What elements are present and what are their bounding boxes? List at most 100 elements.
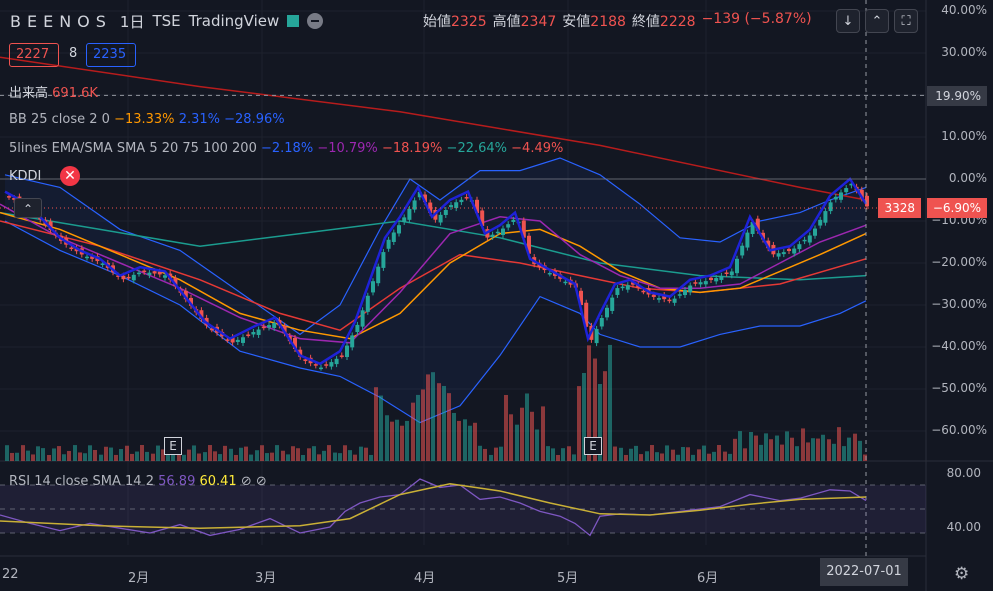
- candle-body: [365, 295, 370, 312]
- volume-bar: [135, 451, 139, 461]
- volume-bar: [634, 445, 638, 461]
- candle-body: [402, 217, 407, 222]
- volume-bar: [67, 450, 71, 461]
- volume-bar: [5, 445, 9, 461]
- candle-body: [90, 256, 95, 259]
- candle-body: [230, 337, 235, 343]
- hide-icon[interactable]: [307, 13, 324, 29]
- ask-price-box[interactable]: 2235: [86, 43, 136, 67]
- volume-bar: [478, 445, 482, 461]
- volume-bar: [286, 454, 290, 461]
- volume-bar: [36, 446, 40, 461]
- ema-sma-legend[interactable]: 5lines EMA/SMA SMA 5 20 75 100 200 −2.18…: [9, 141, 564, 156]
- bb-fill: [5, 158, 866, 423]
- volume-bar: [619, 447, 623, 461]
- volume-bar: [21, 445, 25, 461]
- candle-body: [225, 339, 230, 341]
- candle-body: [761, 232, 765, 240]
- candle-body: [397, 225, 401, 234]
- volume-bar: [525, 393, 529, 461]
- candle-body: [776, 253, 781, 257]
- bb-legend[interactable]: BB 25 close 2 0 −13.33% 2.31% −28.96%: [9, 112, 285, 127]
- time-axis-label: 4月: [414, 571, 436, 586]
- candle-body: [506, 224, 511, 228]
- volume-bar: [603, 371, 607, 461]
- volume-bar: [333, 452, 337, 461]
- candle-body: [163, 275, 167, 278]
- candle-body: [797, 244, 802, 250]
- fullscreen-icon[interactable]: ⛶: [894, 9, 918, 33]
- compare-symbol-legend[interactable]: KDDI: [9, 169, 42, 184]
- sma100-line: [0, 211, 867, 281]
- collapse-legend-icon[interactable]: ⌃: [14, 198, 42, 218]
- price-axis-label: 10.00%: [941, 129, 987, 143]
- volume-bar: [296, 448, 300, 461]
- volume-bar: [265, 453, 269, 461]
- volume-bar: [151, 453, 155, 461]
- candle-body: [438, 214, 443, 223]
- earnings-badge[interactable]: E: [584, 437, 602, 455]
- volume-bar: [650, 445, 654, 461]
- volume-bar: [717, 445, 721, 461]
- volume-bar: [353, 454, 357, 461]
- exchange-label: TSE: [152, 12, 181, 30]
- earnings-badge[interactable]: E: [164, 437, 182, 455]
- rsi-legend[interactable]: RSI 14 close SMA 14 2 56.89 60.41 ⊘ ⊘: [9, 474, 267, 489]
- bb-lower-line: [4, 220, 867, 424]
- volume-bar: [452, 412, 456, 461]
- candle-body: [802, 239, 807, 242]
- volume-bar: [239, 447, 243, 461]
- volume-bar: [764, 433, 768, 461]
- volume-bar: [400, 425, 404, 461]
- collapse-arrows-icon[interactable]: ⌃: [865, 9, 889, 33]
- candle-body: [121, 275, 126, 280]
- volume-bar: [52, 448, 56, 461]
- candle-body: [745, 232, 750, 248]
- bid-price-box[interactable]: 2227: [9, 43, 59, 67]
- volume-bar: [785, 431, 789, 461]
- volume-bar: [561, 448, 565, 461]
- candle-body: [350, 335, 355, 348]
- arrow-down-icon[interactable]: ↓: [836, 9, 860, 33]
- volume-bar: [140, 445, 144, 461]
- volume-legend[interactable]: 出来高 691.6K: [9, 86, 98, 101]
- symbol-name[interactable]: BEENOS: [10, 11, 112, 31]
- volume-bar: [229, 448, 233, 461]
- market-status-icon: [287, 15, 300, 27]
- volume-bar: [598, 383, 602, 461]
- ema20-line: [0, 203, 867, 344]
- gear-icon[interactable]: ⚙: [954, 564, 970, 584]
- volume-bar: [161, 449, 165, 461]
- price-axis-label: 30.00%: [941, 45, 987, 59]
- crosshair-price-tag: 19.90%: [927, 86, 987, 106]
- time-axis-label: 22: [2, 567, 19, 582]
- rsi-axis-label: 40.00: [946, 520, 981, 534]
- candle-body: [688, 285, 693, 293]
- volume-bar: [608, 344, 612, 461]
- candle-body: [298, 349, 303, 357]
- candle-body: [677, 294, 682, 296]
- price-axis-label: −60.00%: [931, 423, 987, 437]
- volume-bar: [801, 428, 805, 461]
- volume-bar: [93, 450, 97, 461]
- price-axis-label: −20.00%: [931, 255, 987, 269]
- candle-body: [157, 271, 162, 275]
- interval-label[interactable]: 1日: [119, 12, 145, 31]
- volume-bar: [114, 454, 118, 461]
- volume-bar: [655, 452, 659, 461]
- volume-bar: [639, 454, 643, 461]
- volume-bar: [359, 446, 363, 461]
- remove-compare-icon[interactable]: ✕: [60, 166, 80, 186]
- volume-bar: [858, 440, 862, 461]
- candle-body: [480, 210, 485, 226]
- volume-bar: [47, 454, 51, 461]
- volume-bar: [613, 446, 617, 461]
- volume-bar: [26, 450, 30, 461]
- volume-bar: [369, 454, 373, 461]
- candle-body: [423, 194, 427, 203]
- candle-body: [199, 310, 204, 319]
- volume-bar: [78, 452, 82, 461]
- candle-body: [428, 202, 433, 214]
- volume-bar: [769, 439, 773, 461]
